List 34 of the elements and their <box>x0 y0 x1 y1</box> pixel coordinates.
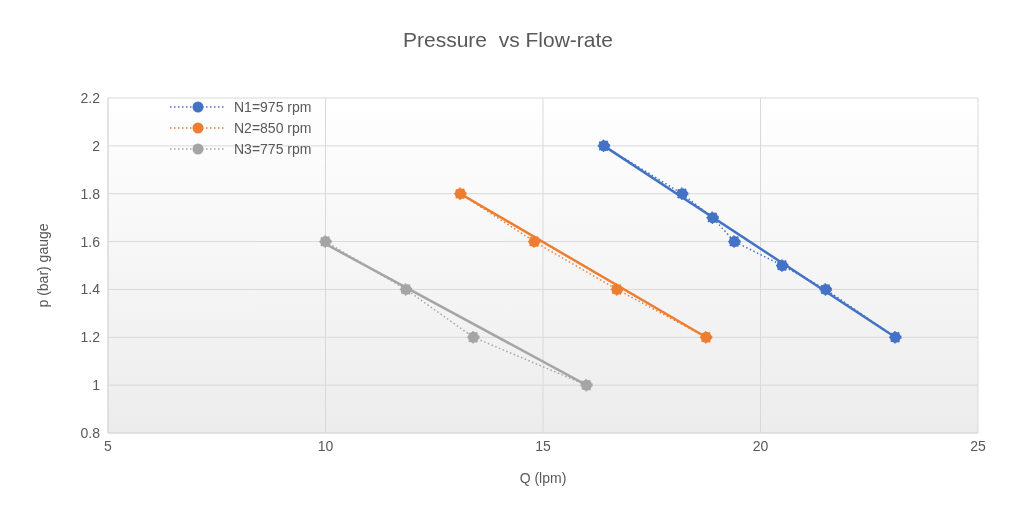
point <box>597 139 611 153</box>
point <box>319 235 332 248</box>
y-axis-title: p (bar) gauge <box>34 223 51 308</box>
point <box>699 331 713 344</box>
legend-label: N2=850 rpm <box>234 119 312 136</box>
point <box>610 283 624 296</box>
x-tick-label: 15 <box>535 437 551 454</box>
y-tick-label: 1.4 <box>80 281 101 298</box>
point <box>819 283 832 296</box>
point <box>889 331 902 344</box>
y-tick-label: 1 <box>92 377 101 394</box>
point <box>454 187 467 200</box>
chart-title: Pressure vs Flow-rate <box>401 28 615 52</box>
point <box>528 235 541 248</box>
y-tick-label: 0.8 <box>80 424 101 441</box>
x-tick-label: 5 <box>104 437 113 454</box>
y-tick-label: 1.2 <box>80 329 101 346</box>
x-tick-label: 10 <box>317 437 334 454</box>
legend-label: N3=775 rpm <box>234 140 312 157</box>
point <box>399 283 413 296</box>
x-tick-label: 25 <box>970 437 986 454</box>
y-tick-label: 2.2 <box>80 89 101 106</box>
point <box>728 235 741 248</box>
x-tick-label: 20 <box>752 437 769 454</box>
y-tick-label: 1.8 <box>80 185 101 202</box>
point <box>706 211 719 224</box>
point <box>467 331 480 344</box>
point <box>776 259 789 272</box>
legend-label: N1=975 rpm <box>234 98 312 115</box>
y-tick-label: 1.6 <box>80 233 101 250</box>
y-tick-label: 2 <box>92 137 101 154</box>
point <box>675 187 689 200</box>
point <box>580 378 593 392</box>
x-axis-title: Q (lpm) <box>519 470 567 486</box>
